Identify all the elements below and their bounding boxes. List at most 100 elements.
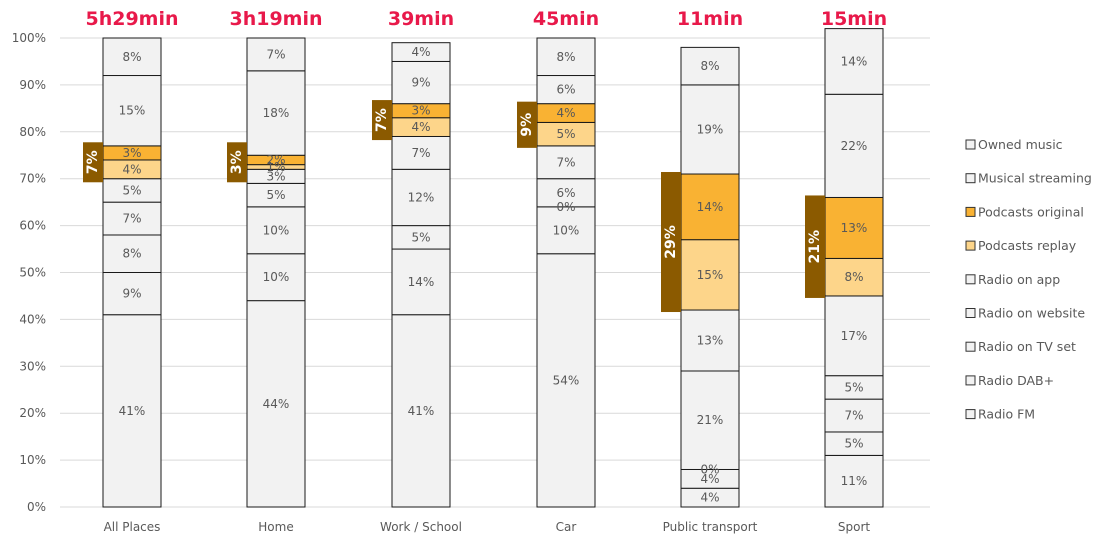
podcast-bracket (227, 142, 247, 183)
segment-label: 4% (556, 106, 575, 120)
legend-label: Radio on TV set (978, 339, 1076, 354)
podcast-brackets: 7% 3% 7% 9% 29% 21% (83, 100, 825, 313)
bar-segment (824, 28, 884, 95)
segment-label: 5% (122, 183, 141, 197)
segment-label: 54% (553, 373, 580, 387)
segment-label: 8% (122, 247, 141, 261)
duration-label: 5h29min (85, 8, 178, 30)
legend: Owned music Musical streaming Podcasts ori… (965, 137, 1092, 422)
legend-swatch (965, 308, 976, 318)
duration-label: 11min (677, 8, 743, 30)
segment-label: 10% (263, 223, 290, 237)
segment-label: 7% (411, 146, 430, 160)
podcast-bracket (372, 100, 392, 141)
legend-label: Radio FM (978, 407, 1035, 422)
bar-segment (102, 201, 162, 236)
bar-segment (246, 206, 306, 255)
segment-label: 4% (411, 120, 430, 134)
segment-label: 3% (122, 146, 141, 160)
bar-segment (391, 42, 451, 62)
segment-label: 9% (122, 287, 141, 301)
segment-label: 6% (556, 186, 575, 200)
bar-segment (680, 84, 740, 175)
bar-segment (680, 173, 740, 241)
segment-labels: 41%9%8%7%5%4%3%15%8%44%10%10%5%3%1%2%18%… (119, 45, 868, 505)
legend-swatch (965, 274, 976, 285)
segment-label: 21% (697, 413, 724, 427)
segment-label: 10% (553, 223, 580, 237)
bar-segment (824, 196, 884, 259)
legend-label: Owned music (978, 137, 1063, 152)
bars (102, 28, 884, 508)
segment-label: 7% (122, 212, 141, 226)
legend-label: Radio on app (978, 272, 1060, 287)
bar-segment (102, 234, 162, 273)
segment-label: 2% (266, 153, 285, 167)
segment-label: 11% (841, 474, 868, 488)
bar-segment (680, 239, 740, 311)
duration-label: 3h19min (229, 8, 322, 30)
segment-label: 14% (408, 275, 435, 289)
segment-label: 8% (556, 50, 575, 64)
bar-segment (824, 295, 884, 377)
bar-segment (391, 168, 451, 227)
legend-label: Podcasts original (978, 204, 1084, 219)
legend-swatch (965, 375, 976, 386)
podcast-total-label: 7% (374, 108, 390, 132)
segment-label: 5% (411, 230, 430, 244)
segment-label: 41% (119, 404, 146, 418)
duration-label: 39min (388, 8, 454, 30)
segment-label: 4% (700, 472, 719, 486)
category-label: Sport (838, 520, 871, 534)
bar-segment (680, 370, 740, 470)
y-tick-label: 0% (27, 500, 46, 514)
podcast-bracket (83, 142, 103, 183)
y-axis-ticks: 0% 10% 20% 30% 40% 50% 60% 70% 80% 90% 100% (12, 31, 46, 514)
duration-labels: 5h29min 3h19min 39min 45min 11min 15min (85, 8, 887, 30)
segment-label: 5% (844, 437, 863, 451)
segment-label: 8% (844, 270, 863, 284)
bar-segment (102, 37, 162, 77)
legend-label: Radio DAB+ (978, 373, 1054, 388)
segment-label: 7% (844, 409, 863, 423)
y-tick-label: 80% (19, 125, 46, 139)
bar-segment (102, 314, 162, 508)
bar-segment (824, 454, 884, 508)
podcast-total-label: 9% (519, 113, 535, 137)
bar-segment (246, 253, 306, 302)
y-tick-label: 40% (19, 312, 46, 326)
segment-label: 13% (697, 334, 724, 348)
podcast-total-label: 21% (807, 230, 823, 264)
legend-swatch (965, 341, 976, 352)
segment-label: 0% (700, 462, 719, 476)
segment-label: 5% (266, 188, 285, 202)
y-tick-label: 50% (19, 266, 46, 280)
y-tick-label: 100% (12, 31, 46, 45)
podcast-bracket (805, 195, 825, 298)
legend-swatch (965, 240, 976, 251)
legend-label: Radio on website (978, 306, 1085, 321)
legend-label: Podcasts replay (978, 238, 1077, 253)
legend-label: Musical streaming (978, 171, 1092, 186)
segment-label: 1% (266, 160, 285, 174)
segment-label: 14% (841, 54, 868, 68)
segment-label: 3% (411, 104, 430, 118)
category-label: Public transport (663, 520, 758, 534)
category-label: Home (258, 520, 293, 534)
category-label: All Places (104, 520, 161, 534)
bar-segment (536, 37, 596, 77)
segment-label: 7% (556, 155, 575, 169)
podcast-bracket (517, 101, 537, 148)
gridlines (60, 37, 930, 508)
segment-label: 19% (697, 122, 724, 136)
segment-label: 41% (408, 404, 435, 418)
segment-label: 5% (556, 127, 575, 141)
legend-swatch (965, 206, 976, 217)
bar-segment (246, 300, 306, 508)
segment-label: 44% (263, 397, 290, 411)
bar-segment (391, 60, 451, 105)
segment-label: 8% (122, 50, 141, 64)
category-label: Work / School (380, 520, 462, 534)
bar-segment (680, 309, 740, 372)
segment-label: 6% (556, 83, 575, 97)
